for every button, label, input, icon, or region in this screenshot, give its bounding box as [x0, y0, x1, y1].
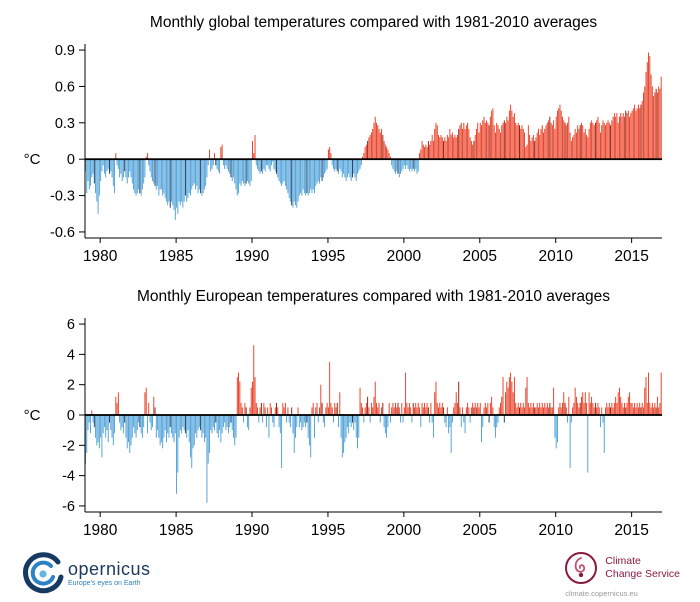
y-tick-label: 0 [67, 152, 75, 168]
x-tick-label: 2010 [538, 522, 573, 539]
x-tick-label: 2015 [614, 522, 648, 539]
x-axis: 1980 1985 1990 1995 2000 2005 2010 2015 [83, 511, 662, 539]
copernicus-tagline: Europe's eyes on Earth [68, 580, 141, 587]
zero-line [85, 414, 662, 416]
c3s-name-line1: Climate [605, 554, 641, 567]
y-tick-label: 0.9 [55, 43, 75, 59]
c3s-name-line2: Change Service [605, 567, 680, 580]
c3s-service-name: Climate Change Service [605, 555, 680, 580]
x-tick-label: 2010 [538, 248, 573, 265]
zero-line [85, 158, 662, 161]
bars [85, 345, 662, 503]
y-axis: 6 4 2 0 -2 -4 -6 [62, 317, 86, 515]
y-tick-label: 0 [67, 408, 75, 424]
copernicus-text: opernicus Europe's eyes on Earth [68, 560, 151, 587]
y-tick-label: 2 [67, 378, 75, 394]
x-tick-label: 1985 [159, 522, 193, 539]
european-chart-title: Monthly European temperatures compared w… [136, 288, 611, 305]
x-tick-label: 1985 [159, 248, 193, 265]
european-chart-plot: 6 4 2 0 -2 -4 -6 °C 1980 1985 1990 1995 2000 2005 2010… [24, 317, 662, 539]
bars [85, 52, 662, 220]
c3s-url: climate.copernicus.eu [565, 588, 638, 598]
y-tick-label: 4 [67, 347, 75, 363]
c3s-emblem-icon [565, 551, 598, 584]
copernicus-wordmark: opernicus [68, 559, 151, 579]
global-chart-plot: 0.9 0.6 0.3 0 -0.3 -0.6 °C 1980 1985 1990 1995 2000… [24, 43, 662, 265]
x-tick-label: 1995 [311, 248, 345, 265]
x-tick-label: 1995 [311, 522, 345, 539]
y-tick-label: 6 [67, 317, 75, 333]
global-chart-title: Monthly global temperatures compared wit… [149, 14, 598, 31]
y-tick-label: 0.6 [55, 79, 75, 95]
x-tick-label: 2000 [387, 248, 422, 265]
c3s-row: Climate Change Service [563, 550, 680, 586]
x-tick-label: 2000 [387, 522, 422, 539]
c3s-logo: Climate Change Service climate.copernicu… [563, 550, 680, 598]
x-tick-label: 1980 [83, 248, 118, 265]
y-axis: 0.9 0.6 0.3 0 -0.3 -0.6 [50, 43, 86, 241]
y-tick-label: -0.3 [50, 189, 75, 205]
x-tick-label: 2005 [463, 522, 497, 539]
y-tick-label: -4 [62, 469, 75, 485]
y-tick-label: 0.3 [55, 116, 75, 132]
x-axis: 1980 1985 1990 1995 2000 2005 2010 2015 [83, 237, 662, 265]
y-axis-unit: °C [24, 407, 41, 424]
x-tick-label: 1990 [235, 248, 270, 265]
copernicus-logo: opernicus Europe's eyes on Earth [20, 551, 151, 597]
y-axis-unit: °C [24, 151, 41, 168]
y-tick-label: -6 [62, 499, 75, 515]
copernicus-swirl-icon [23, 551, 64, 593]
x-tick-label: 1980 [83, 522, 118, 539]
y-tick-label: -2 [62, 438, 75, 454]
footer: opernicus Europe's eyes on Earth Climate… [0, 545, 700, 602]
y-tick-label: -0.6 [50, 225, 75, 241]
x-tick-label: 2005 [463, 248, 497, 265]
x-tick-label: 1990 [235, 522, 270, 539]
x-tick-label: 2015 [614, 248, 648, 265]
